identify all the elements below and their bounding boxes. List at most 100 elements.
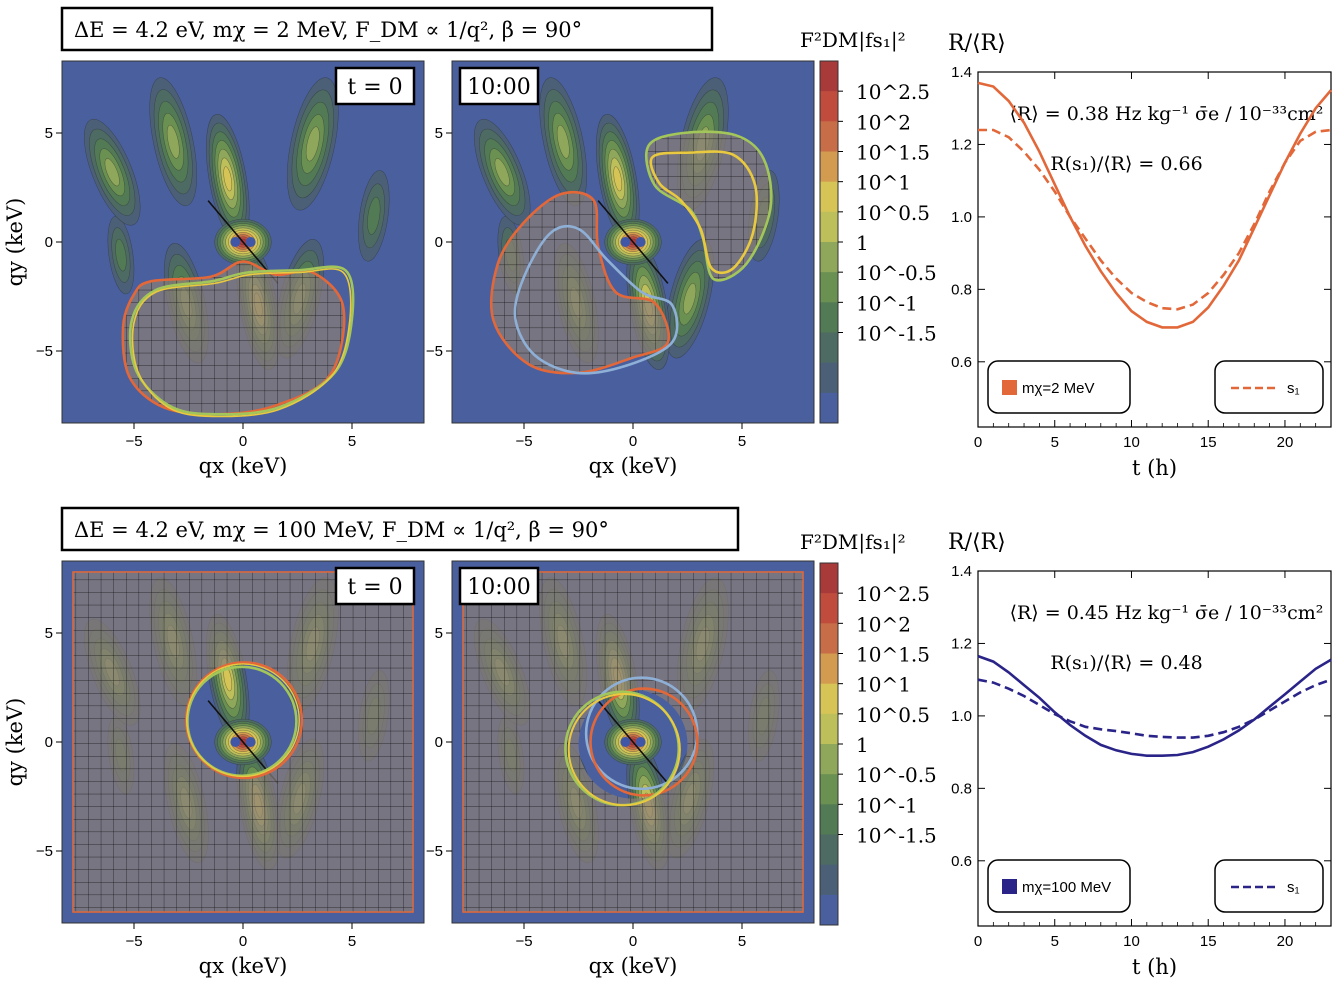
colorbar-label: F²DM|fs₁|² bbox=[800, 28, 906, 53]
x-tick-label: 0 bbox=[239, 433, 247, 450]
center-dot bbox=[636, 237, 646, 247]
colorbar-swatch bbox=[820, 333, 838, 364]
time-label: 10:00 bbox=[467, 575, 530, 600]
row-title: ΔE = 4.2 eV, mχ = 100 MeV, F_DM ∝ 1/q², … bbox=[74, 518, 609, 542]
time-label: 10:00 bbox=[467, 75, 530, 100]
x-tick-label: 0 bbox=[629, 433, 637, 450]
colorbar-swatch bbox=[820, 774, 838, 805]
colorbar-swatch bbox=[820, 654, 838, 685]
contour-panel-0-1 bbox=[452, 61, 814, 423]
contour-lobes bbox=[463, 572, 803, 912]
colorbar-swatch bbox=[820, 121, 838, 152]
rate-chart-1: 0 5 10 15 20 0.6 0.8 1.0 1.2 1.4 R/⟨R⟩ t (h) ⟨R⟩ = 0… bbox=[948, 530, 1331, 979]
colorbar-tick-label: 1 bbox=[856, 733, 869, 757]
time-label: t = 0 bbox=[347, 575, 402, 600]
colorbar-swatch bbox=[820, 91, 838, 122]
y-tick-label: 0 bbox=[45, 234, 53, 251]
colorbar-swatch bbox=[820, 212, 838, 243]
x-tick-label: 15 bbox=[1200, 933, 1217, 950]
x-tick-label: 5 bbox=[348, 433, 356, 450]
contour-panel-1-1 bbox=[452, 561, 814, 923]
colorbar-swatch bbox=[820, 593, 838, 624]
contour-panel-1-0 bbox=[62, 561, 424, 923]
x-tick-label: 5 bbox=[348, 933, 356, 950]
x-tick-label: 15 bbox=[1200, 434, 1217, 451]
center-dot bbox=[620, 237, 630, 247]
x-tick-label: 0 bbox=[974, 933, 982, 950]
annotation-ratio: R(s₁)/⟨R⟩ = 0.48 bbox=[1050, 652, 1202, 674]
legend-swatch bbox=[1002, 380, 1017, 395]
colorbar-tick-label: 10^-1.5 bbox=[856, 322, 937, 346]
colorbar-tick-label: 10^-0.5 bbox=[856, 261, 937, 285]
y-tick-label: 5 bbox=[435, 625, 443, 642]
row-title-1: ΔE = 4.2 eV, mχ = 100 MeV, F_DM ∝ 1/q², … bbox=[62, 508, 738, 550]
colorbar-swatch bbox=[820, 865, 838, 896]
colorbar-label: F²DM|fs₁|² bbox=[800, 530, 906, 555]
x-axis-label: qx (keV) bbox=[199, 954, 288, 978]
y-axis-label: qy (keV) bbox=[3, 198, 27, 287]
y-tick-label: 0.8 bbox=[951, 780, 972, 797]
x-tick-label: 0 bbox=[239, 933, 247, 950]
x-axis-label: qx (keV) bbox=[589, 954, 678, 978]
colorbar-tick-label: 10^2.5 bbox=[856, 80, 930, 104]
colorbar-tick-label: 10^-1 bbox=[856, 291, 918, 315]
chart-title: R/⟨R⟩ bbox=[948, 31, 1006, 56]
colorbar-tick-label: 10^-1.5 bbox=[856, 824, 937, 848]
x-tick-label: 20 bbox=[1277, 933, 1294, 950]
y-axis-label: qy (keV) bbox=[3, 698, 27, 787]
colorbar-swatch bbox=[820, 363, 838, 394]
x-tick-label: 10 bbox=[1123, 434, 1140, 451]
x-tick-label: 0 bbox=[629, 933, 637, 950]
x-tick-label: −5 bbox=[125, 933, 142, 950]
colorbar-swatch bbox=[820, 272, 838, 303]
contour-panel-0-0 bbox=[62, 61, 424, 423]
colorbar-swatch bbox=[820, 835, 838, 866]
annotation-average-rate: ⟨R⟩ = 0.45 Hz kg⁻¹ σ̄e / 10⁻³³cm² bbox=[1010, 602, 1324, 624]
y-tick-label: 1.2 bbox=[951, 635, 972, 652]
colorbar-tick-label: 10^2 bbox=[856, 612, 911, 636]
colorbar-swatch bbox=[820, 714, 838, 745]
y-tick-label: 1.0 bbox=[951, 209, 972, 226]
colorbar-tick-label: 10^0.5 bbox=[856, 703, 930, 727]
y-tick-label: 1.4 bbox=[951, 64, 972, 81]
x-tick-label: 5 bbox=[738, 933, 746, 950]
colorbar-swatch bbox=[820, 61, 838, 92]
row-title: ΔE = 4.2 eV, mχ = 2 MeV, F_DM ∝ 1/q², β … bbox=[74, 18, 582, 42]
colorbar-tick-label: 10^0.5 bbox=[856, 201, 930, 225]
colorbar-swatch bbox=[820, 563, 838, 594]
y-tick-label: −5 bbox=[36, 843, 53, 860]
figure: ΔE = 4.2 eV, mχ = 2 MeV, F_DM ∝ 1/q², β … bbox=[0, 0, 1339, 987]
colorbar-swatch bbox=[820, 895, 838, 926]
y-tick-label: 5 bbox=[45, 625, 53, 642]
center-dot bbox=[230, 237, 240, 247]
contour-lobes bbox=[73, 572, 413, 912]
x-tick-label: 10 bbox=[1123, 933, 1140, 950]
rate-chart-0: 0 5 10 15 20 0.6 0.8 1.0 1.2 1.4 R/⟨R⟩ t (h) ⟨R⟩ = 0… bbox=[948, 31, 1331, 480]
x-tick-label: −5 bbox=[515, 433, 532, 450]
colorbar-swatch bbox=[820, 684, 838, 715]
colorbar-tick-label: 10^1.5 bbox=[856, 141, 930, 165]
chart-title: R/⟨R⟩ bbox=[948, 530, 1006, 555]
x-tick-label: 5 bbox=[738, 433, 746, 450]
y-tick-label: −5 bbox=[426, 843, 443, 860]
chart-xlabel: t (h) bbox=[1132, 456, 1177, 480]
colorbar-tick-label: 10^1.5 bbox=[856, 643, 930, 667]
colorbar-swatch bbox=[820, 393, 838, 424]
y-tick-label: 0 bbox=[435, 734, 443, 751]
colorbar-tick-label: 10^-0.5 bbox=[856, 763, 937, 787]
y-tick-label: 0.6 bbox=[951, 853, 972, 870]
colorbar-tick-label: 10^1 bbox=[856, 171, 911, 195]
x-tick-label: 5 bbox=[1051, 434, 1059, 451]
row-title-0: ΔE = 4.2 eV, mχ = 2 MeV, F_DM ∝ 1/q², β … bbox=[62, 8, 712, 50]
colorbar-swatch bbox=[820, 744, 838, 775]
center-dot bbox=[620, 737, 630, 747]
colorbar-1: 10^2.5 10^2 10^1.5 10^1 10^0.5 1 10^-0.5 10^-1 1… bbox=[800, 530, 937, 926]
colorbar-swatch bbox=[820, 242, 838, 273]
colorbar-swatch bbox=[820, 804, 838, 835]
center-dot bbox=[636, 737, 646, 747]
colorbar-tick-label: 10^2.5 bbox=[856, 582, 930, 606]
y-tick-label: 1.0 bbox=[951, 708, 972, 725]
colorbar-swatch bbox=[820, 152, 838, 183]
y-tick-label: 5 bbox=[45, 125, 53, 142]
y-tick-label: 0.8 bbox=[951, 281, 972, 298]
